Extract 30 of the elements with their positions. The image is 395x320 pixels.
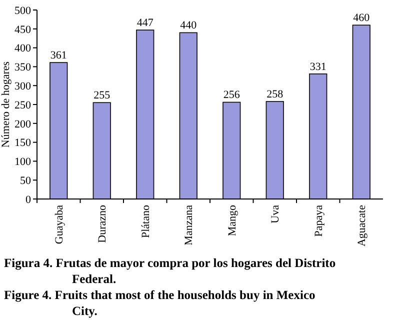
caption: Figure 4. Fruits that most of the households buy in Mexico City.	[4, 288, 316, 318]
data-label: 460	[353, 12, 370, 24]
y-tick-label: 350	[14, 62, 32, 74]
y-tick-label: 250	[14, 99, 32, 112]
x-tick-label: Uva	[270, 204, 282, 224]
y-tick-label: 300	[14, 80, 32, 92]
y-tick-label: 150	[14, 137, 32, 150]
x-tick-label: Aguacate	[356, 204, 368, 247]
y-tick-label: 500	[14, 4, 32, 17]
text: Figura 4. Frutas de mayor compra por los hogares del Distrito Federal.	[4, 256, 336, 286]
x-tick-label: Plátano	[140, 204, 152, 238]
y-tick-label: 200	[14, 118, 32, 130]
data-label: 256	[223, 89, 240, 102]
y-tick-label: 450	[14, 24, 32, 36]
data-label: 447	[136, 17, 154, 30]
data-label: 258	[266, 88, 284, 100]
x-tick-label: Papaya	[312, 204, 325, 237]
x-tick-label: Durazno	[96, 204, 109, 243]
x-tick-label: Mango	[226, 204, 238, 236]
data-label: 440	[180, 20, 198, 32]
data-label: 255	[94, 90, 111, 102]
y-axis-title: Número de hogares	[0, 61, 12, 148]
y-tick-label: 0	[26, 194, 32, 206]
x-tick-label: Manzana	[183, 204, 196, 246]
data-label: 361	[50, 50, 67, 62]
y-tick-label: 100	[14, 156, 32, 168]
y-tick-label: 400	[14, 42, 32, 55]
y-tick-label: 50	[20, 174, 32, 187]
x-tick-label: Guayaba	[53, 204, 66, 244]
data-label: 331	[310, 60, 326, 73]
